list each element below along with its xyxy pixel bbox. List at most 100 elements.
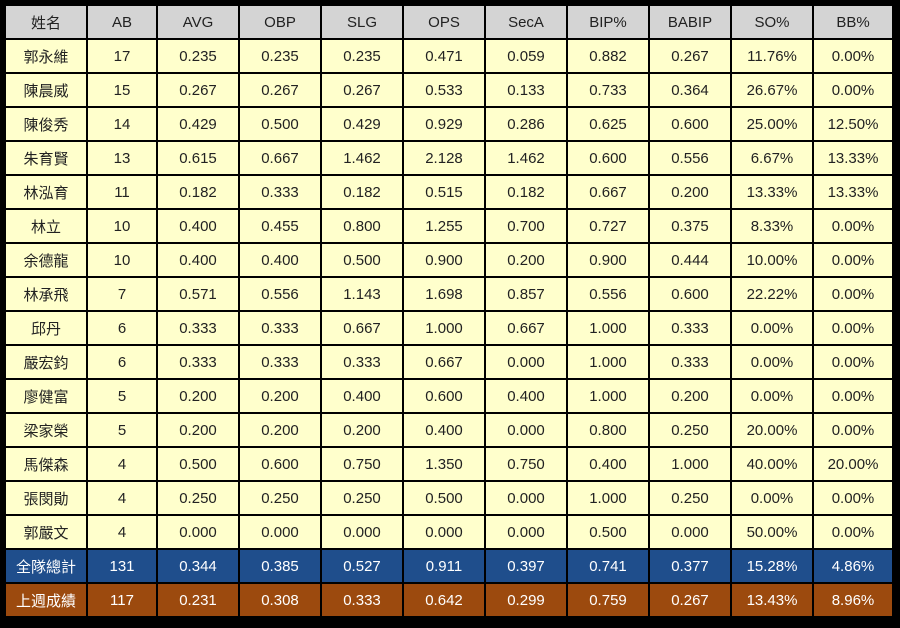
stat-cell: 5 bbox=[88, 380, 156, 412]
table-row: 郭嚴文 4 0.000 0.000 0.000 0.000 0.000 0.500 0.000 5… bbox=[6, 516, 892, 548]
stat-cell: 20.00% bbox=[814, 448, 892, 480]
stat-cell: 13.33% bbox=[732, 176, 812, 208]
stat-cell: 0.900 bbox=[568, 244, 648, 276]
stat-cell: 0.533 bbox=[404, 74, 484, 106]
stat-cell: 0.857 bbox=[486, 278, 566, 310]
stat-cell: 0.400 bbox=[158, 210, 238, 242]
stat-cell: 0.375 bbox=[650, 210, 730, 242]
stat-cell: 1.000 bbox=[568, 380, 648, 412]
stat-cell: 0.500 bbox=[322, 244, 402, 276]
stat-cell: 0.667 bbox=[404, 346, 484, 378]
column-header: AB bbox=[88, 6, 156, 38]
stat-cell: 0.727 bbox=[568, 210, 648, 242]
stat-cell: 0.200 bbox=[240, 414, 320, 446]
table-row: 馬傑森 4 0.500 0.600 0.750 1.350 0.750 0.400 1.000 4… bbox=[6, 448, 892, 480]
stat-cell: 0.235 bbox=[158, 40, 238, 72]
stat-cell: 0.235 bbox=[322, 40, 402, 72]
stat-cell: 0.600 bbox=[568, 142, 648, 174]
stat-cell: 117 bbox=[88, 584, 156, 616]
stat-cell: 0.200 bbox=[158, 414, 238, 446]
stat-cell: 0.267 bbox=[158, 74, 238, 106]
stat-cell: 8.33% bbox=[732, 210, 812, 242]
column-header: BIP% bbox=[568, 6, 648, 38]
stat-cell: 0.00% bbox=[814, 278, 892, 310]
stat-cell: 1.462 bbox=[322, 142, 402, 174]
stat-cell: 0.344 bbox=[158, 550, 238, 582]
stat-cell: 0.500 bbox=[158, 448, 238, 480]
stat-cell: 1.255 bbox=[404, 210, 484, 242]
stat-cell: 0.527 bbox=[322, 550, 402, 582]
stat-cell: 0.455 bbox=[240, 210, 320, 242]
stat-cell: 0.00% bbox=[814, 74, 892, 106]
player-name-cell: 馬傑森 bbox=[6, 448, 86, 480]
table-row: 張閔勛 4 0.250 0.250 0.250 0.500 0.000 1.000 0.250 0… bbox=[6, 482, 892, 514]
stat-cell: 0.400 bbox=[568, 448, 648, 480]
stat-cell: 0.00% bbox=[732, 346, 812, 378]
stat-cell: 0.286 bbox=[486, 108, 566, 140]
stat-cell: 0.00% bbox=[814, 40, 892, 72]
stat-cell: 0.500 bbox=[240, 108, 320, 140]
stat-cell: 0.882 bbox=[568, 40, 648, 72]
stat-cell: 0.364 bbox=[650, 74, 730, 106]
player-name-cell: 張閔勛 bbox=[6, 482, 86, 514]
column-header: OBP bbox=[240, 6, 320, 38]
stat-cell: 0.667 bbox=[568, 176, 648, 208]
stat-cell: 0.000 bbox=[486, 482, 566, 514]
stat-cell: 0.250 bbox=[322, 482, 402, 514]
stat-cell: 13.33% bbox=[814, 142, 892, 174]
stat-cell: 0.625 bbox=[568, 108, 648, 140]
stat-cell: 0.267 bbox=[650, 40, 730, 72]
stat-cell: 0.000 bbox=[322, 516, 402, 548]
table-body: 郭永維 17 0.235 0.235 0.235 0.471 0.059 0.882 0.267… bbox=[6, 40, 892, 548]
stat-cell: 4 bbox=[88, 448, 156, 480]
stat-cell: 0.400 bbox=[158, 244, 238, 276]
stat-cell: 0.444 bbox=[650, 244, 730, 276]
stat-cell: 6.67% bbox=[732, 142, 812, 174]
stat-cell: 0.00% bbox=[814, 516, 892, 548]
stat-cell: 1.000 bbox=[650, 448, 730, 480]
stat-cell: 0.642 bbox=[404, 584, 484, 616]
stat-cell: 0.515 bbox=[404, 176, 484, 208]
column-header: SO% bbox=[732, 6, 812, 38]
stat-cell: 0.333 bbox=[650, 346, 730, 378]
stat-cell: 15 bbox=[88, 74, 156, 106]
player-name-cell: 邱丹 bbox=[6, 312, 86, 344]
stat-cell: 0.571 bbox=[158, 278, 238, 310]
stat-cell: 0.231 bbox=[158, 584, 238, 616]
stat-cell: 0.267 bbox=[322, 74, 402, 106]
stat-cell: 0.500 bbox=[404, 482, 484, 514]
stat-cell: 0.750 bbox=[322, 448, 402, 480]
column-header: BABIP bbox=[650, 6, 730, 38]
stat-cell: 0.000 bbox=[240, 516, 320, 548]
stat-cell: 11 bbox=[88, 176, 156, 208]
stat-cell: 0.182 bbox=[158, 176, 238, 208]
stat-cell: 0.267 bbox=[240, 74, 320, 106]
last-week-label: 上週成績 bbox=[6, 584, 86, 616]
stat-cell: 0.750 bbox=[486, 448, 566, 480]
stat-cell: 0.500 bbox=[568, 516, 648, 548]
stat-cell: 1.000 bbox=[404, 312, 484, 344]
stat-cell: 0.400 bbox=[322, 380, 402, 412]
stat-cell: 0.900 bbox=[404, 244, 484, 276]
stat-cell: 0.800 bbox=[322, 210, 402, 242]
stat-cell: 0.00% bbox=[814, 414, 892, 446]
stat-cell: 0.800 bbox=[568, 414, 648, 446]
column-header: BB% bbox=[814, 6, 892, 38]
stat-cell: 2.128 bbox=[404, 142, 484, 174]
stat-cell: 0.333 bbox=[158, 346, 238, 378]
stat-cell: 0.250 bbox=[158, 482, 238, 514]
team-total-label: 全隊總計 bbox=[6, 550, 86, 582]
stat-cell: 4 bbox=[88, 482, 156, 514]
stat-cell: 17 bbox=[88, 40, 156, 72]
batting-stats-table: 姓名 AB AVG OBP SLG OPS SecA BIP% BABIP SO% BB% 郭永維 1… bbox=[4, 4, 894, 618]
stat-cell: 131 bbox=[88, 550, 156, 582]
stat-cell: 0.333 bbox=[240, 176, 320, 208]
stat-cell: 0.200 bbox=[158, 380, 238, 412]
stat-cell: 5 bbox=[88, 414, 156, 446]
header-row: 姓名 AB AVG OBP SLG OPS SecA BIP% BABIP SO% BB% bbox=[6, 6, 892, 38]
stat-cell: 13.43% bbox=[732, 584, 812, 616]
table-row: 陳晨威 15 0.267 0.267 0.267 0.533 0.133 0.733 0.364… bbox=[6, 74, 892, 106]
stat-cell: 0.333 bbox=[240, 312, 320, 344]
stat-cell: 22.22% bbox=[732, 278, 812, 310]
stat-cell: 0.250 bbox=[240, 482, 320, 514]
